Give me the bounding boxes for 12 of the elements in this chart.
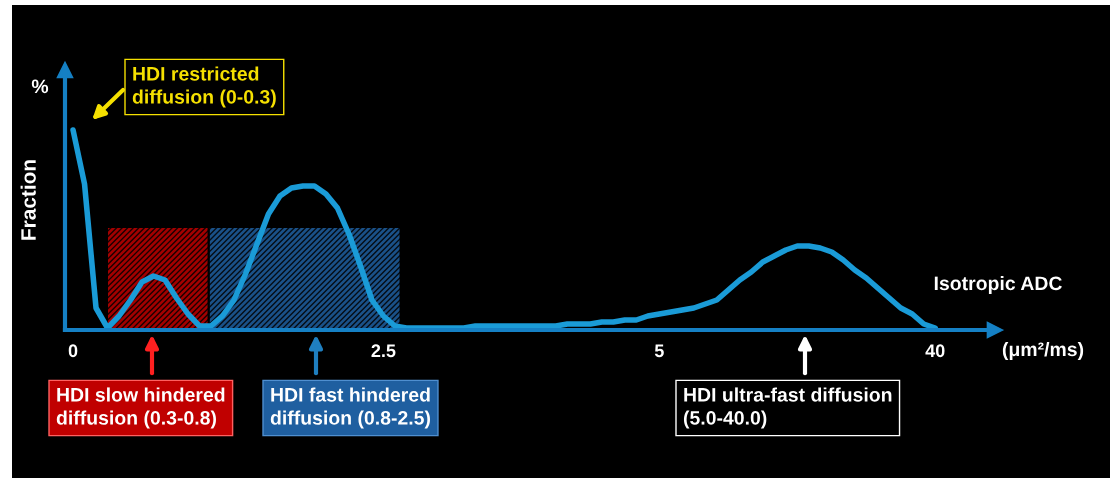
x-tick-label: 2.5 — [371, 344, 396, 358]
text: % — [31, 79, 49, 94]
text: HDI fast hindered diffusion (0.8-2.5) — [270, 387, 430, 429]
x-tick-label: 40 — [925, 344, 945, 358]
text: HDI slow hindered diffusion (0.3-0.8) — [56, 387, 225, 429]
text: HDI ultra-fast diffusion (5.0-40.0) — [683, 387, 892, 429]
x-tick-label: 5 — [654, 344, 664, 358]
x-tick-label: 0 — [68, 344, 78, 358]
x-axis-title: Isotropic ADC — [934, 275, 1062, 295]
y-axis-title: Fraction — [20, 160, 36, 240]
text: HDI restricted diffusion (0-0.3) — [132, 66, 276, 108]
text: (μm²/ms) — [1002, 341, 1084, 361]
